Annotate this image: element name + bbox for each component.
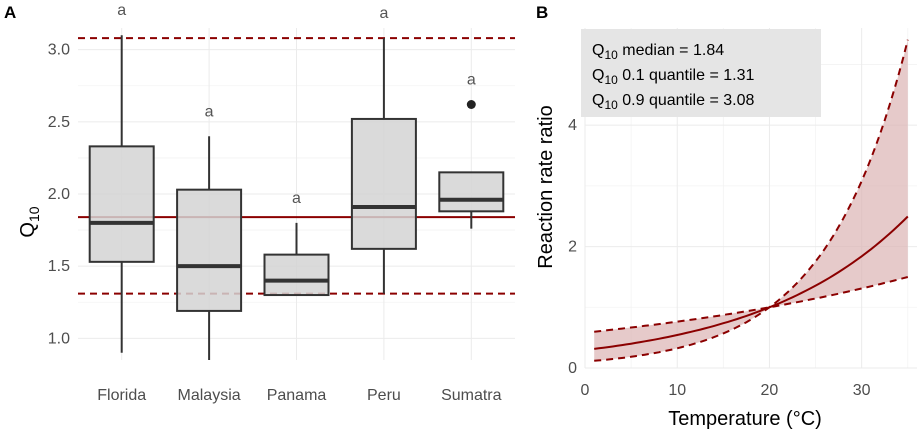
box-peru: a bbox=[350, 5, 417, 294]
panel-b-curves bbox=[594, 39, 909, 362]
box-body bbox=[438, 171, 505, 213]
panel-b-quantile-band bbox=[594, 39, 908, 361]
annotation-line-median: Q10 median = 1.84 bbox=[592, 42, 724, 62]
y-tick-label: 1.5 bbox=[48, 258, 70, 275]
annotation-line-q01: Q10 0.1 quantile = 1.31 bbox=[592, 67, 754, 87]
panel-b-x-axis-title: Temperature (°C) bbox=[668, 408, 822, 430]
group-letter: a bbox=[292, 190, 301, 207]
box-body bbox=[350, 117, 417, 250]
panel-b-y-axis-title: Reaction rate ratio bbox=[535, 105, 557, 268]
panel-a-y-axis-title-sub: 10 bbox=[26, 206, 42, 222]
curve-q10-0-9-quantile bbox=[594, 39, 909, 362]
panel-b: B 0 2 4 0 10 20 30 Temperature (°C) Reaction … bbox=[535, 3, 917, 430]
box-malaysia: a bbox=[176, 103, 243, 360]
box-panama: a bbox=[263, 190, 330, 297]
x-tick-label: Sumatra bbox=[441, 387, 502, 404]
y-tick-label: 0 bbox=[568, 360, 577, 377]
annotation-background bbox=[581, 29, 821, 117]
y-tick-label: 3.0 bbox=[48, 42, 70, 59]
y-tick-label: 4 bbox=[568, 117, 577, 134]
panel-a-label: A bbox=[4, 3, 16, 22]
group-letter: a bbox=[379, 5, 388, 22]
box-body bbox=[263, 253, 330, 297]
panel-a-y-axis-title-base: Q bbox=[17, 222, 39, 238]
panel-b-x-ticks: 0 10 20 30 bbox=[581, 382, 871, 399]
curve-q10-0-1-quantile bbox=[594, 276, 909, 333]
panel-b-label: B bbox=[536, 3, 548, 22]
x-tick-label: 30 bbox=[853, 382, 871, 399]
curve-q10-median bbox=[594, 215, 909, 350]
y-tick-label: 1.0 bbox=[48, 330, 70, 347]
group-letter: a bbox=[467, 72, 476, 89]
panel-a: A a a a a a 1.0 1.5 2.0 2.5 3.0 Florida Malaysia P… bbox=[4, 2, 515, 404]
x-tick-label: Peru bbox=[367, 387, 401, 404]
group-letter: a bbox=[117, 2, 126, 19]
panel-b-annotation-box: Q10 median = 1.84 Q10 0.1 quantile = 1.3… bbox=[581, 29, 821, 117]
box-florida: a bbox=[88, 2, 155, 353]
panel-a-x-ticks: Florida Malaysia Panama Peru Sumatra bbox=[97, 387, 501, 404]
x-tick-label: 10 bbox=[668, 382, 686, 399]
y-tick-label: 2 bbox=[568, 239, 577, 256]
annotation-line-q09: Q10 0.9 quantile = 3.08 bbox=[592, 92, 754, 112]
panel-a-y-ticks: 1.0 1.5 2.0 2.5 3.0 bbox=[48, 42, 70, 348]
group-letter: a bbox=[205, 103, 214, 120]
box-sumatra: a bbox=[438, 72, 505, 229]
y-tick-label: 2.5 bbox=[48, 114, 70, 131]
panel-a-boxes: a a a a a bbox=[88, 2, 505, 360]
box-body bbox=[88, 145, 155, 263]
x-tick-label: 0 bbox=[581, 382, 590, 399]
x-tick-label: Florida bbox=[97, 387, 146, 404]
box-body bbox=[176, 188, 243, 312]
x-tick-label: Malaysia bbox=[178, 387, 241, 404]
panel-a-y-axis-title: Q10 bbox=[17, 206, 42, 237]
y-tick-label: 2.0 bbox=[48, 186, 70, 203]
panel-b-y-ticks: 0 2 4 bbox=[568, 117, 577, 377]
x-tick-label: Panama bbox=[267, 387, 327, 404]
x-tick-label: 20 bbox=[761, 382, 779, 399]
outlier-point bbox=[466, 100, 476, 110]
